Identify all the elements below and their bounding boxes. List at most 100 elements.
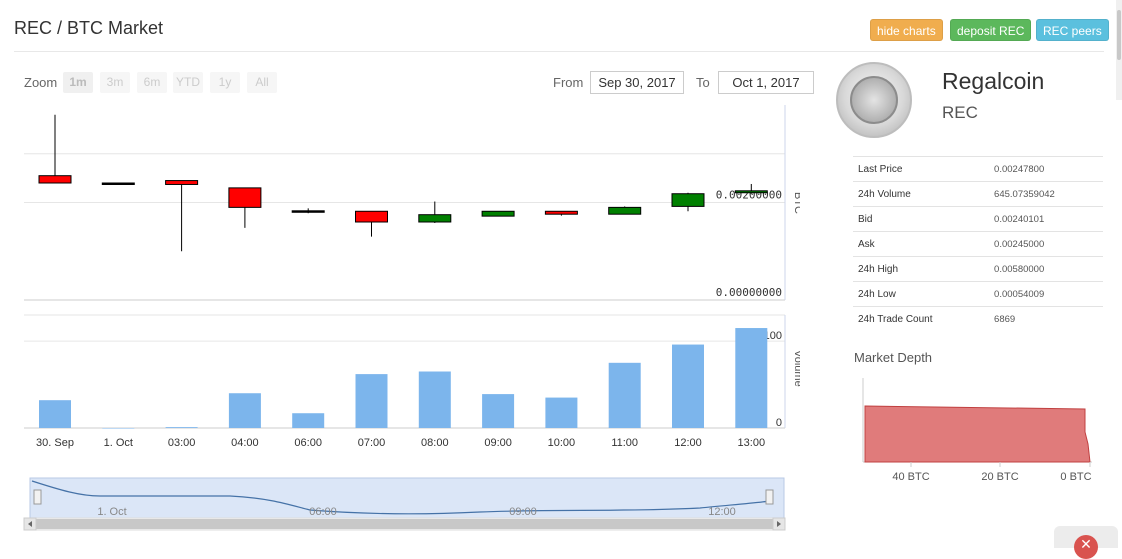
navigator-tick-label: 12:00 [708,506,736,518]
stat-value: 0.00240101 [989,206,1103,232]
regalcoin-logo-icon [836,62,912,138]
page-scrollbar-thumb[interactable] [1117,10,1121,60]
zoom-label: Zoom [24,75,58,90]
candle-body [481,210,515,217]
x-tick-label: 04:00 [231,437,259,449]
from-date-input[interactable]: Sep 30, 2017 [590,71,684,94]
x-tick-label: 30. Sep [36,437,74,449]
market-depth-chart: 40 BTC 20 BTC 0 BTC [862,378,1092,483]
candle-body [608,206,642,215]
zoom-1m-button[interactable]: 1m [63,72,93,93]
zoom-3m-button[interactable]: 3m [100,72,130,93]
depth-tick-label: 40 BTC [892,471,929,483]
stat-value: 0.00245000 [989,231,1103,257]
volume-bar [482,394,515,428]
stat-value: 0.00247800 [989,156,1103,182]
depth-tick-label: 20 BTC [981,471,1018,483]
zoom-ytd-button[interactable]: YTD [173,72,203,93]
navigator-series-line [31,480,771,515]
page-scrollbar[interactable] [1116,0,1122,100]
stat-row-bid: Bid 0.00240101 [853,206,1103,232]
stat-row-trade-count: 24h Trade Count 6869 [853,306,1103,332]
volume-bar [608,362,641,428]
candle-body [38,175,72,184]
stat-label: 24h Volume [853,181,990,207]
x-tick-label: 07:00 [358,437,386,449]
x-tick-label: 10:00 [548,437,576,449]
stat-label: Bid [853,206,990,232]
stat-label: Last Price [853,156,990,182]
candle-body [291,210,325,213]
coin-symbol: REC [942,103,978,122]
zoom-1y-button[interactable]: 1y [210,72,240,93]
from-label: From [553,75,584,90]
stat-row-24h-volume: 24h Volume 645.07359042 [853,181,1103,207]
depth-tick-label: 0 BTC [1060,471,1091,483]
volume-tick-label: 0 [776,417,782,429]
stat-row-24h-low: 24h Low 0.00054009 [853,281,1103,307]
to-date-input[interactable]: Oct 1, 2017 [718,71,814,94]
stat-label: 24h High [853,256,990,282]
coin-name: Regalcoin [942,68,1045,94]
stat-label: 24h Low [853,281,990,307]
stat-value: 0.00054009 [989,281,1103,307]
chevron-left-icon [28,521,32,527]
x-tick-label: 08:00 [421,437,449,449]
volume-bar [355,374,388,428]
candle-body [101,182,135,185]
x-tick-label: 09:00 [484,437,512,449]
volume-bar [102,428,135,429]
candle-body [671,193,705,207]
candle-body [228,187,262,208]
volume-bar [165,427,198,428]
volume-bar [292,413,325,428]
feedback-widget[interactable]: ✕ [1054,526,1118,559]
deposit-button[interactable]: deposit REC [950,19,1032,41]
navigator-tick-label: 1. Oct [97,506,126,518]
chevron-right-icon [777,521,781,527]
navigator-tick-label: 06:00 [309,506,337,518]
price-tick-label: 0.00000000 [716,286,782,299]
navigator-pane[interactable]: 1. Oct 06:00 09:00 12:00 [23,477,786,531]
stat-row-ask: Ask 0.00245000 [853,231,1103,257]
volume-bar [735,328,768,428]
stat-row-last-price: Last Price 0.00247800 [853,156,1103,182]
candle-body [544,210,578,215]
x-tick-label: 11:00 [611,437,638,449]
volume-axis-title: Volume [792,350,800,387]
zoom-6m-button[interactable]: 6m [137,72,167,93]
to-label: To [696,75,710,90]
volume-bar [545,397,578,428]
volume-bar [228,393,261,428]
navigator-right-handle [765,489,774,505]
stat-value: 645.07359042 [989,181,1103,207]
navigator-scrollbar-thumb [36,519,773,529]
volume-bar [672,344,704,428]
volume-pane: 0 100 Volume 30. Sep 1. Oct 03:00 04:00 06:00 07… [24,314,800,449]
stat-value: 6869 [989,306,1103,332]
candle-body [165,180,199,185]
x-tick-label: 1. Oct [104,437,133,449]
x-tick-label: 12:00 [674,437,702,449]
candle-body [355,210,388,223]
depth-area [864,405,1091,463]
market-title: REC / BTC Market [14,18,164,38]
market-stats-table: Last Price 0.00247800 24h Volume 645.07359… [853,156,1103,332]
header-divider [14,51,1104,52]
stat-row-24h-high: 24h High 0.00580000 [853,256,1103,282]
navigator-tick-label: 09:00 [509,506,537,518]
zoom-all-button[interactable]: All [247,72,277,93]
navigator-window [29,477,785,519]
peers-button[interactable]: REC peers [1036,19,1109,41]
close-icon[interactable]: ✕ [1074,535,1098,559]
x-tick-label: 06:00 [294,437,322,449]
market-depth-title: Market Depth [854,350,933,365]
volume-bar [39,400,71,428]
x-tick-label: 03:00 [168,437,196,449]
volume-tick-label: 100 [764,330,782,342]
hide-charts-button[interactable]: hide charts [870,19,943,41]
stat-label: Ask [853,231,990,257]
candle-body [418,214,452,223]
